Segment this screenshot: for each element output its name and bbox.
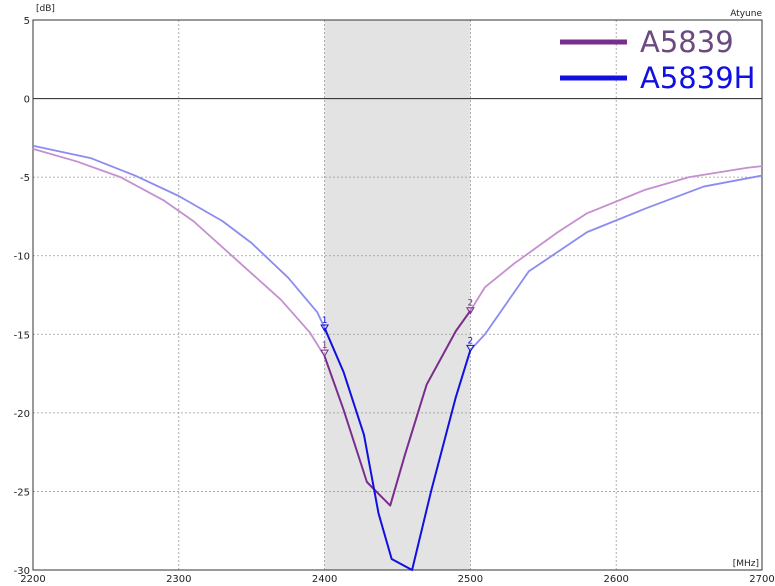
marker-label: 1 <box>322 341 328 351</box>
marker-label: 2 <box>468 299 474 309</box>
x-tick-labels: 2200 2300 2400 2500 2600 2700 <box>20 574 774 585</box>
marker-label: 2 <box>468 336 474 346</box>
series-a5839: 12 <box>32 147 763 507</box>
legend-label: A5839 <box>640 25 734 59</box>
series-a5839h: 12 <box>32 144 763 571</box>
x-tick-label: 2500 <box>458 574 483 585</box>
plot-frame <box>32 19 763 571</box>
x-axis-unit: [MHz] <box>733 559 759 569</box>
y-tick-label: -15 <box>14 330 30 341</box>
series-a5839h-line <box>32 144 326 329</box>
series-a5839-line <box>469 165 763 312</box>
marker-1-icon <box>320 324 329 332</box>
legend-label: A5839H <box>640 61 755 95</box>
series-a5839-line <box>32 147 326 357</box>
series-a5839h-line <box>323 327 472 571</box>
x-tick-label: 2200 <box>20 574 45 585</box>
series-a5839-line <box>323 310 472 507</box>
marker-2-icon <box>466 344 475 353</box>
x-tick-label: 2700 <box>749 574 774 585</box>
grid <box>33 20 762 570</box>
marker-1-icon <box>320 349 329 358</box>
y-tick-label: 5 <box>24 16 30 27</box>
y-tick-label: -30 <box>14 566 30 577</box>
y-tick-labels: 5 0 -5 -10 -15 -20 -25 -30 <box>14 16 30 577</box>
x-tick-label: 2300 <box>166 574 191 585</box>
y-tick-label: -25 <box>14 487 30 498</box>
marker-label: 1 <box>322 316 328 326</box>
y-tick-label: -5 <box>20 173 30 184</box>
marker-2-icon <box>466 307 475 315</box>
brand-label: Atyune <box>730 9 762 19</box>
highlight-band <box>324 20 471 570</box>
y-axis-unit: [dB] <box>36 4 55 14</box>
y-tick-label: -10 <box>14 252 30 263</box>
y-tick-label: -20 <box>14 409 30 420</box>
series-a5839h-line <box>469 174 763 351</box>
x-tick-label: 2400 <box>312 574 337 585</box>
x-tick-label: 2600 <box>603 574 628 585</box>
y-tick-label: 0 <box>24 95 30 106</box>
